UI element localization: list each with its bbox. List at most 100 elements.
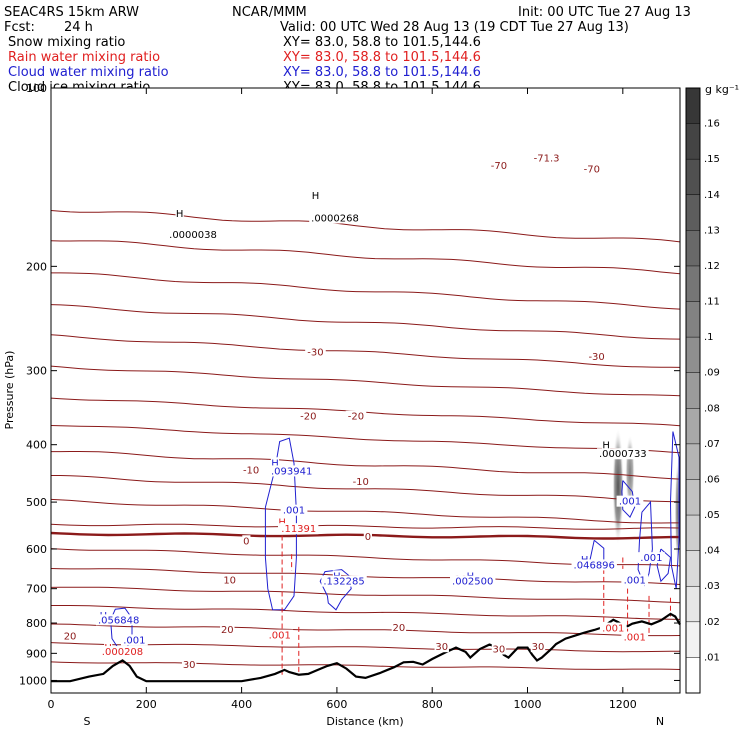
label-bg bbox=[220, 623, 235, 635]
contour-label: H bbox=[176, 209, 184, 220]
colorbar-unit: g kg⁻¹ bbox=[705, 83, 739, 96]
label-bg bbox=[120, 634, 148, 646]
contour-label: -10 bbox=[243, 465, 259, 476]
isotherm-line bbox=[50, 586, 681, 604]
colorbar-cell bbox=[686, 159, 700, 195]
colorbar-cell bbox=[686, 337, 700, 373]
legend-entry-name: Rain water mixing ratio bbox=[8, 50, 160, 65]
label-bg bbox=[321, 575, 367, 587]
colorbar-label: .12 bbox=[704, 261, 720, 272]
legend-entry-xy: XY= 83.0, 58.8 to 101.5,144.6 bbox=[283, 65, 481, 80]
contour-label: -10 bbox=[353, 477, 369, 488]
colorbar-cell bbox=[686, 586, 700, 622]
isotherm-line bbox=[51, 605, 681, 620]
label-bg bbox=[298, 410, 319, 422]
colorbar-cell bbox=[686, 372, 700, 409]
terrain-line bbox=[51, 612, 681, 683]
isotherm-line bbox=[50, 661, 681, 670]
isotherm-line bbox=[50, 623, 681, 637]
valid-time: Valid: 00 UTC Wed 28 Aug 13 (19 CDT Tue … bbox=[280, 20, 629, 35]
south-label: S bbox=[84, 715, 91, 728]
contour-label: -30 bbox=[307, 348, 323, 359]
contour-label: .001 bbox=[269, 631, 291, 642]
legend: Snow mixing ratio XY= 83.0, 58.8 to 101.5… bbox=[8, 35, 481, 95]
contour-label: .001 bbox=[283, 506, 305, 517]
colorbar: .01 .02 .03 .04 .05 .06 .07 .08 .09 .1 .11 .12 .13 .1… bbox=[685, 87, 720, 694]
colorbar-cell bbox=[686, 230, 700, 266]
x-tick-label: 200 bbox=[136, 698, 157, 711]
colorbar-cell bbox=[686, 515, 700, 551]
label-bg bbox=[278, 516, 287, 528]
init-time: Init: 00 UTC Tue 27 Aug 13 bbox=[518, 5, 691, 20]
y-axis-label: Pressure (hPa) bbox=[3, 351, 16, 430]
contour-label: -70 bbox=[584, 165, 600, 176]
contour-label: 30 bbox=[183, 660, 196, 671]
colorbar-label: .01 bbox=[704, 652, 720, 663]
y-tick-label: 400 bbox=[26, 439, 47, 452]
colorbar-label: .07 bbox=[704, 439, 720, 450]
label-bg bbox=[309, 212, 361, 224]
contour-label: .0000268 bbox=[311, 213, 359, 224]
colorbar-label: .1 bbox=[704, 332, 714, 343]
label-bg bbox=[268, 465, 315, 477]
colorbar-label: .02 bbox=[704, 617, 720, 628]
contour-label: H bbox=[312, 191, 320, 202]
legend-entry-xy: XY= 83.0, 58.8 to 101.5,144.6 bbox=[283, 50, 481, 65]
legend-entry-name: Snow mixing ratio bbox=[8, 35, 125, 50]
label-bg bbox=[305, 346, 326, 358]
legend-entry-name: Cloud water mixing ratio bbox=[8, 65, 169, 80]
colorbar-cell bbox=[686, 443, 700, 480]
contour-label: .001 bbox=[624, 575, 646, 586]
colorbar-cell bbox=[686, 123, 700, 160]
label-bg bbox=[350, 476, 372, 488]
label-bg bbox=[602, 439, 611, 451]
x-axis-label: Distance (km) bbox=[326, 715, 403, 728]
colorbar-cell bbox=[686, 408, 700, 444]
label-bg bbox=[571, 559, 617, 571]
colorbar-cell bbox=[686, 621, 700, 658]
contour-label: .132285 bbox=[323, 577, 364, 588]
x-tick-label: 400 bbox=[231, 698, 252, 711]
y-tick-label: 700 bbox=[26, 583, 47, 596]
label-bg bbox=[616, 495, 644, 507]
contour-label: -20 bbox=[300, 412, 316, 423]
isotherm-line bbox=[50, 523, 681, 530]
axes: 0 200 400 600 800 1000 12001002003004005006007… bbox=[19, 82, 680, 711]
contour-label: .001 bbox=[602, 624, 624, 635]
colorbar-cell bbox=[686, 265, 700, 302]
label-bg bbox=[181, 659, 197, 671]
contour-label: H bbox=[271, 458, 279, 469]
y-tick-label: 500 bbox=[26, 496, 47, 509]
contour-label: 20 bbox=[64, 632, 77, 643]
label-bg bbox=[638, 552, 665, 564]
colorbar-cell bbox=[686, 88, 700, 124]
plot-area bbox=[51, 88, 680, 693]
contour-label: .0000038 bbox=[169, 230, 217, 241]
label-bg bbox=[311, 190, 320, 202]
contour-label: -30 bbox=[588, 352, 604, 363]
x-tick-label: 600 bbox=[326, 698, 347, 711]
colorbar-cell bbox=[686, 657, 700, 693]
contour-label: 30 bbox=[532, 642, 545, 653]
contour-label: 0 bbox=[365, 532, 371, 543]
contour-label: 30 bbox=[435, 642, 448, 653]
contour-label: -20 bbox=[348, 412, 364, 423]
contour-label: .001 bbox=[624, 632, 646, 643]
colorbar-label: .13 bbox=[704, 225, 720, 236]
contour-label: 10 bbox=[223, 575, 236, 586]
label-bg bbox=[167, 228, 219, 240]
model-title: SEAC4RS 15km ARW bbox=[4, 5, 139, 20]
label-bg bbox=[95, 614, 142, 626]
label-bg bbox=[530, 641, 546, 653]
colorbar-cell bbox=[686, 550, 700, 587]
rain-water-contours bbox=[281, 527, 671, 675]
label-bg bbox=[175, 207, 184, 219]
colorbar-label: .06 bbox=[704, 474, 720, 485]
colorbar-label: .03 bbox=[704, 581, 720, 592]
label-bg bbox=[597, 448, 649, 460]
label-bg bbox=[240, 464, 262, 476]
contour-label: .001 bbox=[123, 635, 145, 646]
contour-labels: -70-71.3-70-30-30-20-20-10-1000101020202… bbox=[62, 152, 665, 671]
contour-label: 30 bbox=[493, 644, 506, 655]
